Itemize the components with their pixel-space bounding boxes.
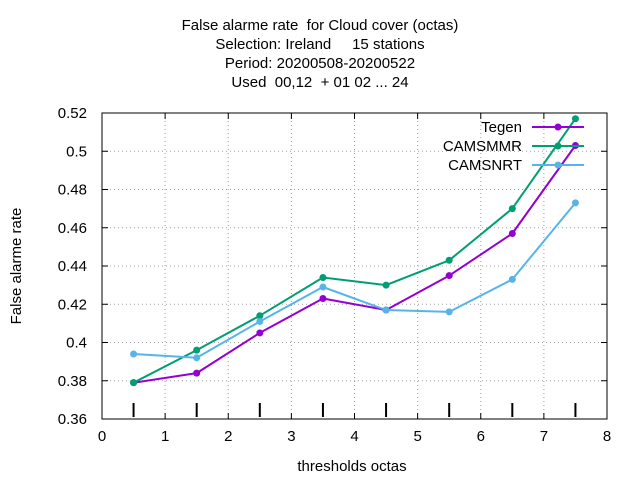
data-point bbox=[508, 229, 516, 237]
data-point bbox=[256, 317, 264, 325]
title-line-3: Period: 20200508-20200522 bbox=[224, 55, 416, 72]
x-tick-label: 4 bbox=[350, 428, 358, 445]
data-point bbox=[382, 281, 390, 289]
data-point bbox=[319, 283, 327, 291]
data-point bbox=[256, 329, 264, 337]
y-tick-label: 0.5 bbox=[66, 143, 87, 160]
data-point bbox=[508, 275, 516, 283]
data-point bbox=[193, 369, 201, 377]
y-tick-label: 0.4 bbox=[66, 335, 87, 352]
y-tick-label: 0.52 bbox=[58, 105, 87, 122]
series-group bbox=[130, 115, 579, 387]
series-line-camsnrt bbox=[133, 202, 577, 359]
data-point bbox=[571, 199, 579, 207]
data-point bbox=[193, 354, 201, 362]
data-point bbox=[571, 115, 579, 123]
x-tick-label: 5 bbox=[413, 428, 421, 445]
y-tick-label: 0.46 bbox=[58, 220, 87, 237]
legend-label-camsnrt: CAMSNRT bbox=[448, 157, 522, 174]
series-line-tegen bbox=[133, 144, 577, 384]
title-line-4: Used 00,12 + 01 02 ... 24 bbox=[231, 74, 409, 91]
data-point bbox=[445, 256, 453, 264]
y-tick-label: 0.42 bbox=[58, 296, 87, 313]
y-tick-label: 0.48 bbox=[58, 182, 87, 199]
legend-swatch-point bbox=[554, 142, 562, 150]
legend-label-camsmmr: CAMSMMR bbox=[443, 138, 522, 155]
x-tick-label: 6 bbox=[477, 428, 485, 445]
legend: Tegen CAMSMMR CAMSNRT bbox=[443, 119, 584, 174]
legend-swatch-point bbox=[554, 123, 562, 131]
data-point bbox=[445, 272, 453, 280]
data-point bbox=[256, 312, 264, 320]
y-tick-label: 0.36 bbox=[58, 411, 87, 428]
y-axis-label: False alarme rate bbox=[8, 208, 25, 325]
x-tick-label: 0 bbox=[98, 428, 106, 445]
title-line-1: False alarme rate for Cloud cover (octas… bbox=[181, 17, 459, 34]
legend-swatch-point bbox=[554, 161, 562, 169]
legend-label-tegen: Tegen bbox=[481, 119, 522, 136]
data-point bbox=[382, 306, 390, 314]
data-point bbox=[319, 295, 327, 303]
grid bbox=[102, 113, 607, 419]
data-point bbox=[445, 308, 453, 316]
data-point bbox=[319, 273, 327, 281]
title-line-2: Selection: Ireland 15 stations bbox=[215, 36, 425, 53]
x-tick-label: 1 bbox=[161, 428, 169, 445]
x-tick-label: 2 bbox=[224, 428, 232, 445]
x-tick-label: 8 bbox=[603, 428, 611, 445]
data-point bbox=[508, 205, 516, 213]
series-line-camsmmr bbox=[133, 118, 577, 384]
x-tick-label: 7 bbox=[540, 428, 548, 445]
data-point bbox=[130, 379, 138, 387]
x-impulse-marks bbox=[132, 403, 577, 417]
x-tick-label: 3 bbox=[287, 428, 295, 445]
y-tick-label: 0.44 bbox=[58, 258, 87, 275]
axis-ticks: 0 1 2 3 4 5 6 7 8 0.36 0.38 0.4 0.42 0.44 0.46 0.48 0.5 0… bbox=[58, 105, 611, 445]
data-point bbox=[130, 350, 138, 358]
data-point bbox=[193, 346, 201, 354]
x-axis-label: thresholds octas bbox=[297, 458, 406, 475]
y-tick-label: 0.38 bbox=[58, 373, 87, 390]
